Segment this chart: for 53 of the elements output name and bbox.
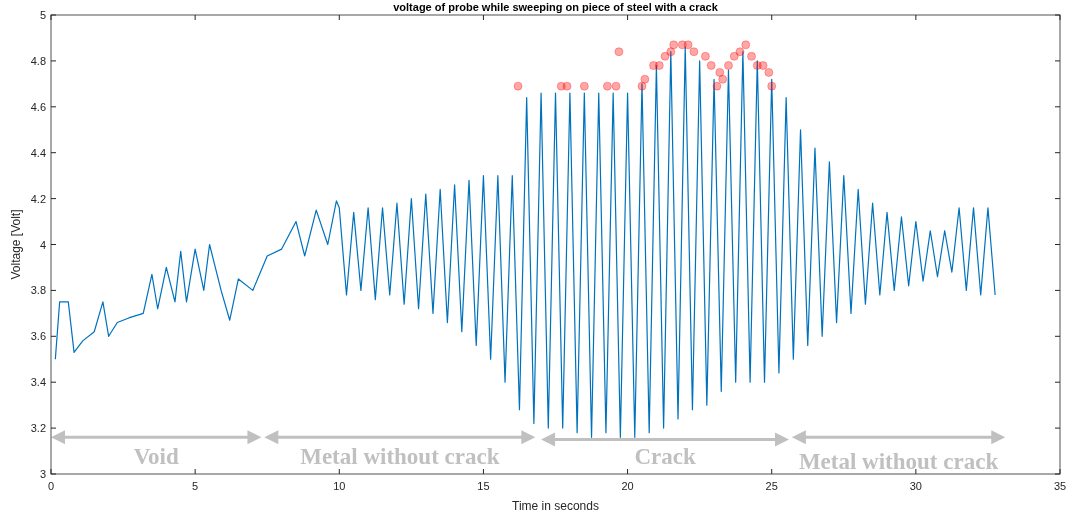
y-tick-label: 3.4	[30, 376, 46, 389]
y-tick-label: 4.2	[30, 192, 46, 205]
y-tick-label: 5	[39, 9, 46, 21]
point	[747, 51, 757, 61]
point	[513, 81, 523, 91]
annotation: Void	[133, 444, 180, 469]
point	[562, 81, 572, 91]
annotation: Crack	[634, 444, 696, 469]
point	[706, 60, 716, 70]
point	[741, 40, 751, 50]
point	[579, 81, 589, 91]
annotation: Metal without crack	[798, 449, 999, 474]
point	[723, 60, 733, 70]
x-tick-label: 10	[333, 480, 346, 492]
y-tick-label: 3.6	[30, 330, 46, 343]
point	[700, 51, 710, 61]
point	[660, 51, 670, 61]
point	[683, 40, 693, 50]
point	[758, 60, 768, 70]
y-tick-label: 4.6	[30, 100, 46, 113]
point	[654, 60, 664, 70]
x-tick-label: 25	[765, 480, 778, 492]
y-axis-title: Voltage [Volt]	[9, 209, 23, 280]
y-tick-label: 3.8	[30, 284, 46, 297]
point	[611, 81, 621, 91]
point	[666, 47, 676, 57]
y-tick-label: 3	[39, 468, 46, 480]
x-tick-label: 30	[909, 480, 922, 492]
x-tick-label: 0	[47, 480, 55, 492]
y-tick-label: 3.2	[30, 422, 46, 435]
point	[669, 40, 679, 50]
point	[712, 81, 722, 91]
point	[767, 81, 777, 91]
point	[640, 74, 650, 84]
x-tick-label: 20	[621, 480, 634, 492]
annotation: Metal without crack	[300, 444, 500, 469]
y-tick-label: 4.8	[30, 54, 46, 67]
point	[729, 51, 739, 61]
x-tick-label: 35	[1053, 480, 1066, 492]
point	[735, 47, 745, 57]
point	[718, 74, 728, 84]
point	[715, 67, 725, 77]
point	[614, 47, 624, 57]
x-tick-label: 5	[192, 480, 199, 492]
point	[689, 47, 699, 57]
y-tick-label: 4.4	[30, 146, 46, 159]
point	[764, 67, 774, 77]
chart-title: voltage of probe while sweeping on piece of steel with a crack	[393, 1, 719, 13]
x-tick-label: 15	[477, 480, 490, 492]
point	[637, 81, 647, 91]
y-tick-label: 4	[39, 238, 46, 251]
point	[602, 81, 612, 91]
x-axis-title: Time in seconds	[512, 499, 599, 513]
